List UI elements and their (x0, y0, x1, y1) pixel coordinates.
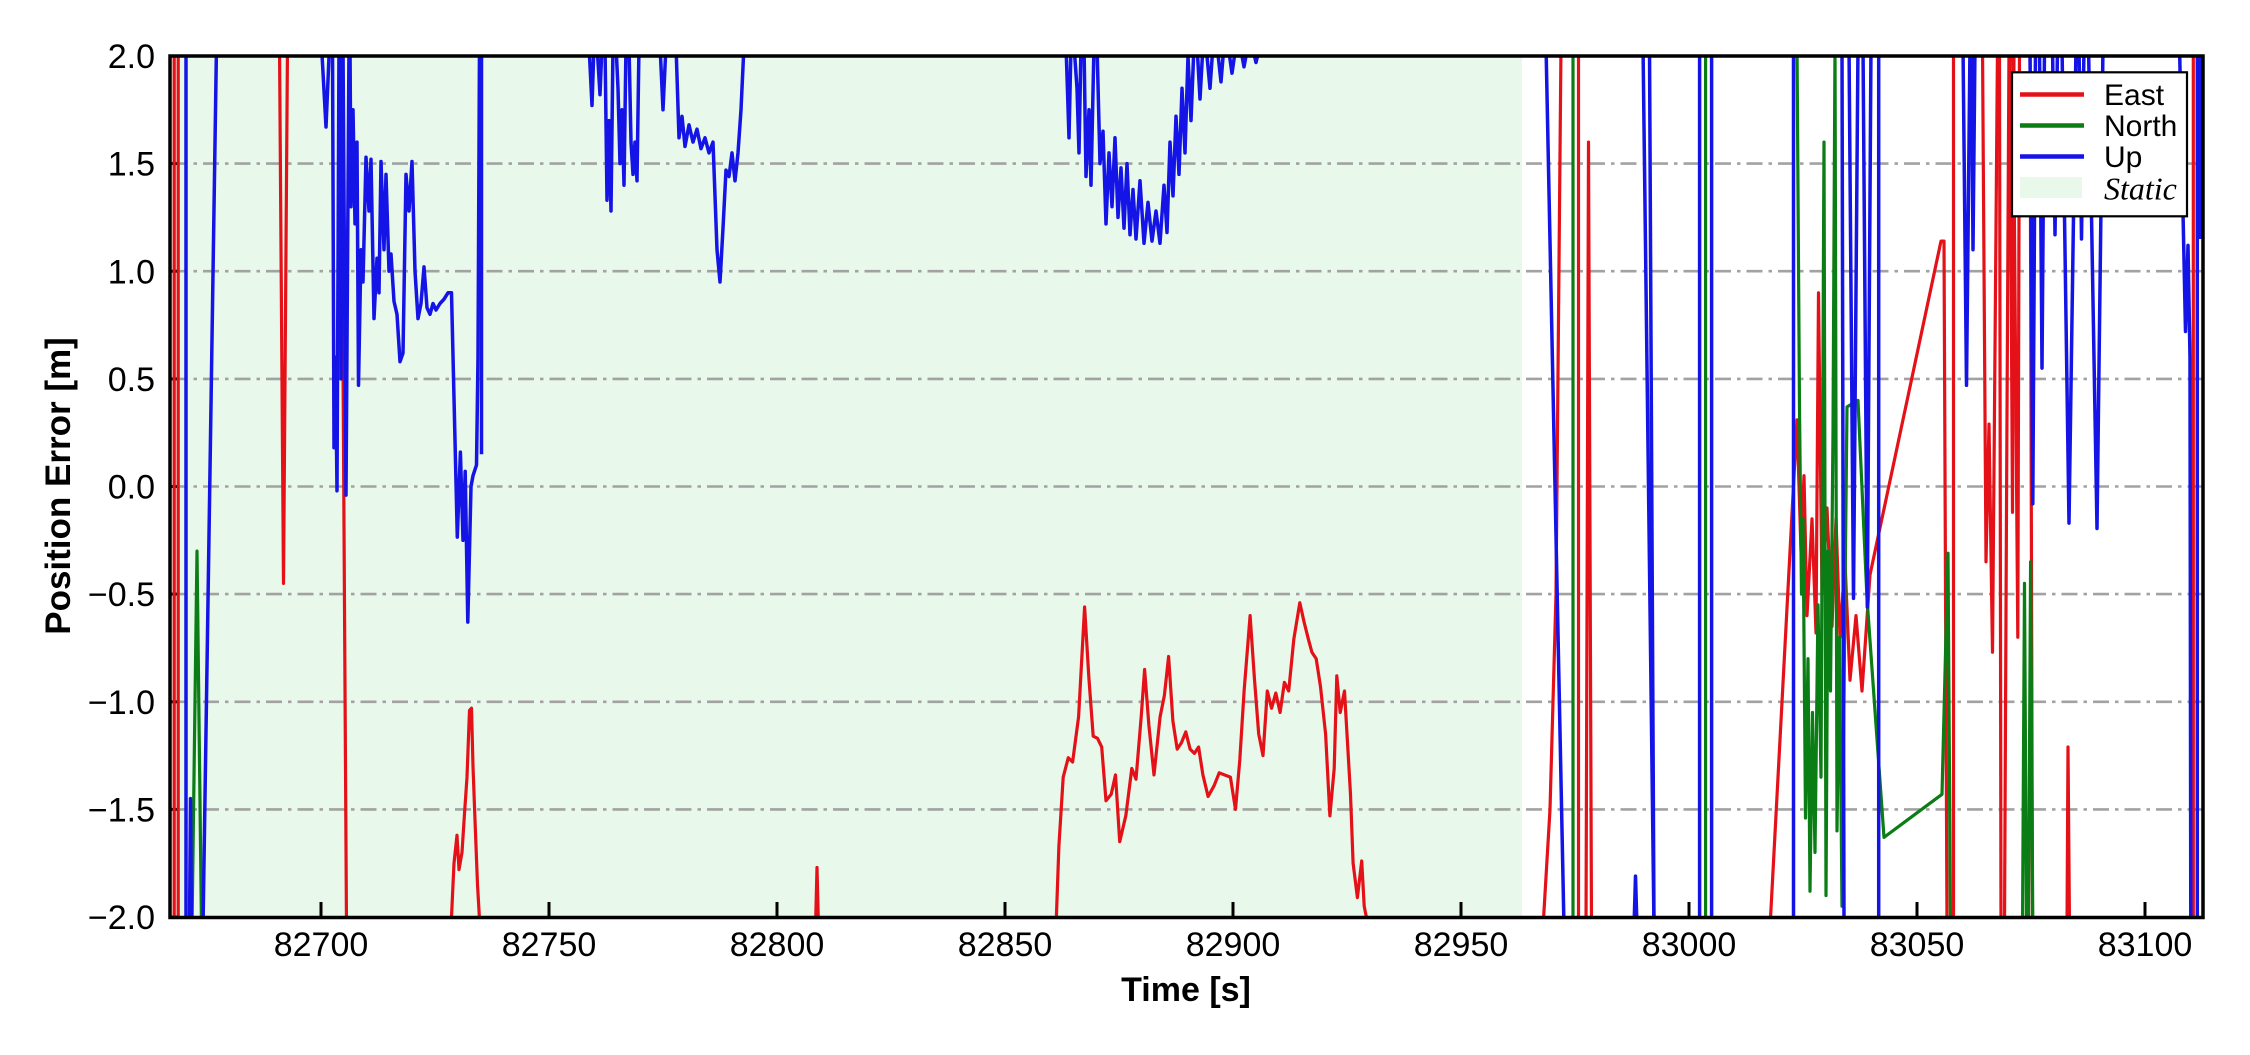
svg-text:East: East (2104, 79, 2165, 112)
svg-text:82900: 82900 (1186, 926, 1281, 964)
svg-text:0.5: 0.5 (108, 361, 155, 399)
svg-text:−2.0: −2.0 (88, 899, 155, 937)
svg-text:North: North (2104, 110, 2177, 143)
svg-text:82700: 82700 (274, 926, 369, 964)
svg-text:−0.5: −0.5 (88, 576, 155, 614)
svg-text:0.0: 0.0 (108, 469, 155, 507)
svg-text:Static: Static (2104, 171, 2177, 207)
svg-text:83050: 83050 (1870, 926, 1965, 964)
svg-text:−1.5: −1.5 (88, 791, 155, 829)
svg-text:82950: 82950 (1414, 926, 1509, 964)
svg-text:Time [s]: Time [s] (1121, 971, 1251, 1009)
svg-text:82750: 82750 (502, 926, 597, 964)
svg-text:Position Error [m]: Position Error [m] (39, 337, 78, 635)
svg-text:1.0: 1.0 (108, 253, 155, 291)
svg-text:83000: 83000 (1642, 926, 1737, 964)
svg-text:−1.0: −1.0 (88, 684, 155, 722)
svg-text:82800: 82800 (730, 926, 825, 964)
svg-text:Up: Up (2104, 141, 2142, 174)
svg-text:82850: 82850 (958, 926, 1053, 964)
svg-text:2.0: 2.0 (108, 38, 155, 76)
svg-text:1.5: 1.5 (108, 146, 155, 184)
svg-text:83100: 83100 (2098, 926, 2193, 964)
